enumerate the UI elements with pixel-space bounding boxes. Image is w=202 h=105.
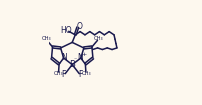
Text: CH₃: CH₃ xyxy=(42,36,51,41)
Text: O: O xyxy=(77,22,83,31)
Text: F: F xyxy=(79,70,83,79)
Text: HO: HO xyxy=(60,26,72,35)
Text: CH₃: CH₃ xyxy=(82,71,92,76)
Text: N: N xyxy=(61,52,67,62)
Text: +: + xyxy=(81,52,86,56)
Text: ⁻: ⁻ xyxy=(74,59,77,64)
Text: B: B xyxy=(69,60,75,69)
Text: F: F xyxy=(61,70,66,79)
Text: N: N xyxy=(77,52,83,62)
Text: CH₃: CH₃ xyxy=(94,36,103,41)
Text: CH₃: CH₃ xyxy=(53,71,63,76)
